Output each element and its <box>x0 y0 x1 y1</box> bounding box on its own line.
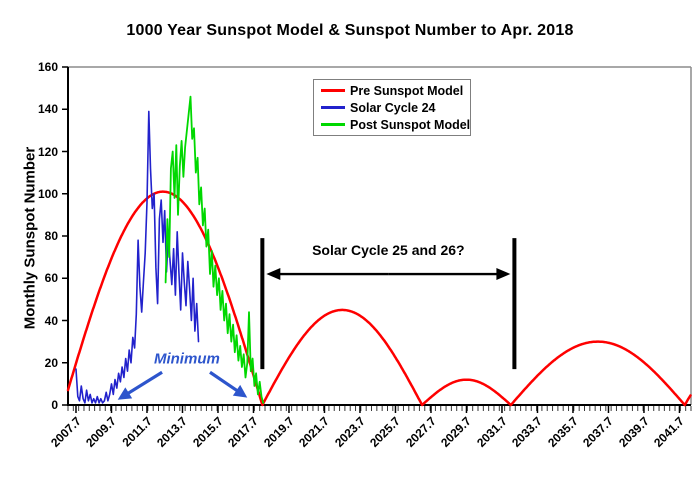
y-tick-label: 60 <box>44 271 58 286</box>
y-tick-label: 120 <box>37 144 58 159</box>
legend-label: Solar Cycle 24 <box>350 100 436 115</box>
legend-line-blue <box>321 106 345 109</box>
y-tick-label: 140 <box>37 102 58 117</box>
legend-item-pre-sunspot-model: Pre Sunspot Model <box>321 82 470 99</box>
legend-label: Post Sunspot Model <box>350 117 471 132</box>
legend-item-solar-cycle-24: Solar Cycle 24 <box>321 99 470 116</box>
y-tick-label: 100 <box>37 186 58 201</box>
legend-item-post-sunspot-model: Post Sunspot Model <box>321 116 470 133</box>
legend-label: Pre Sunspot Model <box>350 83 464 98</box>
y-tick-label: 20 <box>44 355 58 370</box>
y-tick-label: 40 <box>44 313 58 328</box>
y-tick-label: 80 <box>44 229 58 243</box>
y-tick-label: 160 <box>37 60 58 74</box>
legend: Pre Sunspot Model Solar Cycle 24 Post Su… <box>313 79 471 136</box>
annotation-solar-cycle-25-26: Solar Cycle 25 and 26? <box>312 241 465 258</box>
annotation-minimum: Minimum <box>153 350 220 368</box>
legend-line-red <box>321 89 345 92</box>
legend-line-green <box>321 123 345 126</box>
y-tick-label: 0 <box>51 398 58 412</box>
chart-title: 1000 Year Sunspot Model & Sunspot Number… <box>126 22 574 39</box>
